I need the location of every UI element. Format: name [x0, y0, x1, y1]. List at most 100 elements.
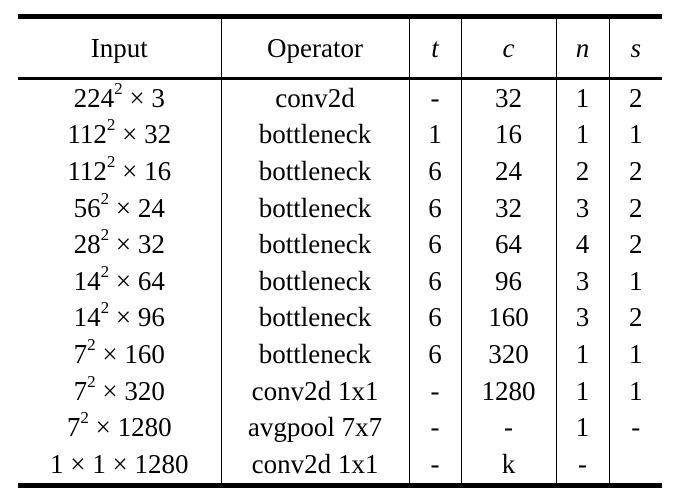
cell-input: 142 × 96 — [18, 298, 221, 337]
cell-s: 2 — [608, 226, 662, 263]
cell-input: 562 × 24 — [18, 190, 221, 227]
architecture-table-container: Input Operator t c n s 2242 × 3 conv2d -32… — [18, 14, 662, 490]
input-exponent: 2 — [100, 261, 110, 281]
cell-n: 4 — [555, 226, 609, 263]
cell-t: 6 — [408, 226, 461, 263]
cell-c: 96 — [460, 262, 556, 300]
header-s: s — [608, 19, 662, 79]
cell-t: - — [408, 80, 461, 117]
cell-n: - — [555, 445, 609, 486]
table-row: 562 × 24 bottleneck 6 32 3 2 — [18, 190, 662, 227]
cell-operator: conv2d 1x1 — [220, 372, 409, 410]
cell-t: - — [408, 372, 461, 410]
cell-n: 1 — [555, 80, 609, 117]
cell-operator: conv2d 1x1 — [220, 445, 409, 486]
cell-input: 72 × 1280 — [18, 409, 221, 446]
cell-operator: bottleneck — [220, 336, 409, 373]
cell-c: 1280 — [460, 372, 556, 410]
input-base: 7 — [66, 412, 81, 443]
cell-s: 1 — [608, 262, 662, 300]
table-row: 1 × 1 × 1280 conv2d 1x1- k - — [18, 445, 662, 486]
input-base: 28 — [73, 229, 101, 260]
cell-n: 1 — [555, 372, 609, 410]
table-row: 282 × 32 bottleneck 6 64 4 2 — [18, 226, 662, 263]
input-rest: × 160 — [95, 338, 165, 369]
cell-c: 24 — [460, 153, 556, 190]
cell-s: 2 — [608, 299, 662, 337]
cell-s — [608, 445, 662, 486]
table-row: 1122 × 16 bottleneck 6 24 2 2 — [18, 153, 662, 190]
cell-operator: bottleneck — [220, 226, 409, 263]
input-base: 56 — [73, 192, 101, 223]
cell-t: - — [408, 409, 461, 446]
input-base: 112 — [67, 119, 107, 150]
input-rest: × 24 — [109, 192, 165, 223]
cell-c: 32 — [460, 189, 556, 227]
bottom-rule — [18, 482, 662, 490]
input-rest: × 3 — [122, 82, 165, 113]
cell-input: 72 × 320 — [18, 373, 221, 410]
cell-operator: bottleneck — [220, 153, 409, 190]
header-c: c — [460, 19, 556, 79]
cell-s: 1 — [608, 336, 662, 373]
cell-input: 142 × 64 — [18, 263, 221, 300]
cell-t: 1 — [408, 116, 461, 154]
input-base: 224 — [73, 82, 115, 113]
cell-c: 320 — [460, 336, 556, 373]
header-input: Input — [90, 32, 148, 63]
input-exponent: 2 — [87, 371, 96, 391]
cell-s: - — [608, 409, 662, 446]
cell-t: 6 — [408, 153, 461, 190]
cell-s: 1 — [608, 372, 662, 410]
input-base: 7 — [73, 338, 88, 369]
cell-c: 64 — [460, 226, 556, 263]
cell-c: k — [460, 445, 556, 486]
input-exponent: 2 — [100, 298, 110, 318]
table-row: 72 × 160 bottleneck 6 320 1 1 — [18, 336, 662, 373]
input-base: 112 — [67, 155, 107, 186]
cell-input: 2242 × 3 — [18, 80, 221, 117]
cell-t: 6 — [408, 189, 461, 227]
input-exponent: 2 — [80, 408, 89, 428]
header-t: t — [408, 19, 461, 79]
cell-input: 1122 × 32 — [18, 115, 221, 154]
cell-n: 1 — [555, 116, 609, 154]
top-rule — [18, 14, 662, 21]
cell-operator: bottleneck — [220, 262, 409, 300]
cell-n: 3 — [555, 262, 609, 300]
cell-t: 6 — [408, 262, 461, 300]
table-row: 2242 × 3 conv2d -32 1 2 — [18, 80, 662, 117]
input-rest: × 32 — [115, 119, 172, 150]
input-exponent: 2 — [106, 115, 116, 135]
cell-operator: bottleneck — [220, 299, 409, 337]
cell-input: 72 × 160 — [18, 336, 221, 373]
input-base: 1 × 1 × 1280 — [50, 448, 189, 479]
input-rest: × 96 — [109, 302, 165, 333]
table-row: 72 × 1280 avgpool 7x7- -1- — [18, 409, 662, 446]
cell-input: 1 × 1 × 1280 — [18, 446, 221, 485]
cell-n: 3 — [555, 299, 609, 337]
cell-s: 1 — [608, 116, 662, 154]
input-rest: × 1280 — [88, 412, 172, 443]
cell-c: 32 — [460, 80, 556, 117]
input-base: 7 — [73, 375, 88, 406]
cell-c: 16 — [460, 116, 556, 154]
cell-input: 282 × 32 — [18, 226, 221, 263]
input-rest: × 16 — [115, 155, 172, 186]
cell-c: 160 — [460, 299, 556, 337]
cell-s: 2 — [608, 153, 662, 190]
input-exponent: 2 — [114, 78, 123, 98]
cell-c: - — [460, 409, 556, 446]
input-exponent: 2 — [100, 225, 110, 245]
cell-n: 1 — [555, 409, 609, 446]
table-row: 1122 × 32 bottleneck 1 16 1 1 — [18, 115, 662, 154]
table-row: 142 × 96 bottleneck 6 160 3 2 — [18, 298, 662, 337]
input-rest: × 64 — [109, 265, 165, 296]
input-exponent: 2 — [87, 334, 96, 354]
architecture-table: Input Operator t c n s 2242 × 3 conv2d -32… — [18, 14, 662, 490]
input-exponent: 2 — [106, 151, 116, 171]
cell-operator: conv2d — [220, 80, 409, 117]
cell-operator: bottleneck — [220, 116, 409, 154]
header-row: Input Operator t c n s — [18, 19, 662, 79]
header-operator: Operator — [220, 19, 409, 79]
